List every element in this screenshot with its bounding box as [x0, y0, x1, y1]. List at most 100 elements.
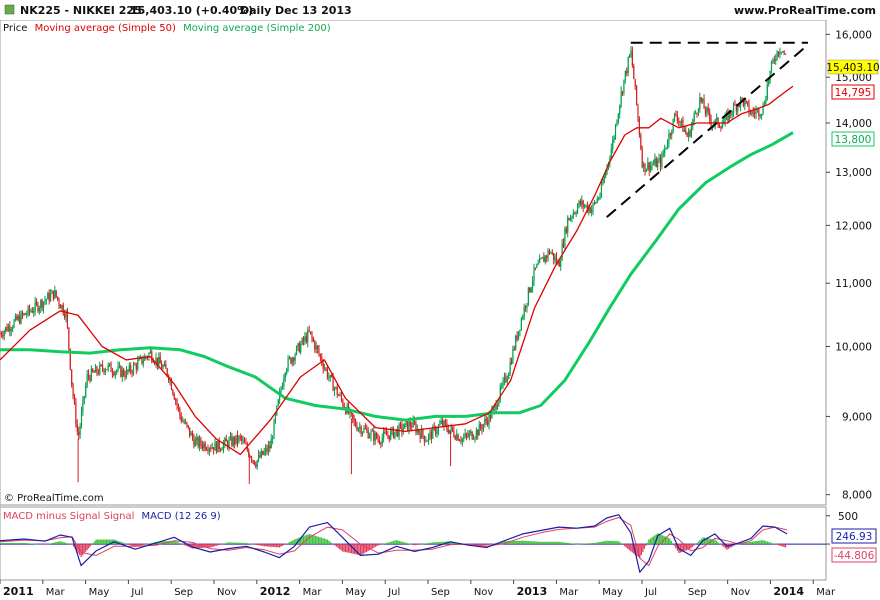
- macd-histogram-bar: [314, 535, 317, 545]
- macd-histogram-bar: [320, 537, 323, 545]
- macd-histogram-bar: [301, 536, 303, 545]
- macd-histogram-bar: [765, 541, 767, 545]
- candle: [758, 108, 760, 117]
- macd-histogram-bar: [50, 543, 52, 545]
- macd-histogram-bar: [660, 534, 662, 545]
- macd-histogram-bar: [744, 542, 746, 545]
- candle: [745, 100, 747, 102]
- x-tick-label: Sep: [688, 587, 707, 598]
- candle: [82, 399, 84, 412]
- macd-histogram-bar: [567, 542, 569, 545]
- macd-histogram-bar: [48, 543, 51, 545]
- candle: [305, 336, 307, 343]
- candle: [775, 59, 777, 61]
- candle: [547, 250, 549, 258]
- macd-histogram-bar: [91, 544, 93, 545]
- macd-histogram-bar: [51, 542, 54, 545]
- macd-histogram-bar: [142, 544, 144, 546]
- candle: [281, 386, 284, 389]
- candle: [107, 364, 109, 370]
- badge-ma200-text: 13,800: [835, 134, 872, 146]
- candle: [661, 154, 663, 167]
- macd-histogram-bar: [415, 544, 417, 545]
- candle: [613, 136, 615, 141]
- macd-histogram-bar: [23, 542, 25, 545]
- candle: [539, 258, 541, 264]
- candle: [69, 348, 71, 370]
- candle: [397, 429, 399, 437]
- candle: [631, 50, 633, 66]
- macd-histogram-bar: [193, 544, 195, 549]
- candle: [176, 400, 178, 406]
- candle: [388, 435, 390, 440]
- macd-histogram-bar: [275, 544, 278, 548]
- candle: [759, 115, 761, 117]
- macd-histogram-bar: [690, 544, 692, 549]
- macd-histogram-bar: [696, 542, 698, 545]
- candle: [675, 114, 677, 116]
- candle: [550, 252, 552, 254]
- macd-histogram-bar: [532, 541, 534, 545]
- price-tick-label: 8,000: [842, 490, 872, 502]
- candle: [512, 348, 514, 364]
- candle: [730, 111, 732, 115]
- candle: [255, 464, 257, 467]
- macd-histogram-bar: [699, 540, 701, 545]
- header-site[interactable]: www.ProRealTime.com: [734, 4, 876, 17]
- header-price-change: 15,403.10 (+0.40%): [130, 4, 253, 17]
- macd-histogram-bar: [112, 539, 114, 545]
- macd-histogram-bar: [583, 543, 585, 545]
- macd-histogram-bar: [62, 542, 64, 545]
- macd-histogram-bar: [308, 533, 311, 545]
- candle: [224, 438, 226, 444]
- macd-histogram-bar: [598, 542, 600, 545]
- macd-histogram-bar: [769, 542, 772, 545]
- macd-histogram-bar: [265, 544, 267, 547]
- macd-histogram-bar: [340, 544, 342, 551]
- candle: [737, 105, 739, 112]
- candle: [239, 436, 241, 438]
- macd-histogram-bar: [290, 541, 293, 545]
- candle: [439, 423, 441, 426]
- candle: [405, 421, 407, 424]
- macd-histogram-bar: [161, 541, 163, 545]
- candle: [377, 438, 379, 440]
- macd-histogram-bar: [772, 543, 775, 545]
- macd-histogram-bar: [546, 541, 548, 545]
- candle: [780, 51, 782, 53]
- candle: [509, 361, 511, 374]
- candle: [118, 366, 121, 368]
- candle: [531, 280, 534, 288]
- candle: [702, 99, 704, 102]
- macd-histogram-bar: [149, 543, 151, 545]
- macd-histogram-bar: [223, 543, 225, 545]
- candle: [633, 65, 635, 79]
- candle: [100, 364, 102, 366]
- macd-histogram-bar: [203, 544, 205, 548]
- candle: [610, 148, 612, 159]
- macd-histogram-bar: [92, 543, 94, 545]
- candle: [560, 260, 562, 267]
- macd-histogram-bar: [160, 541, 162, 545]
- candle: [116, 370, 118, 372]
- candle: [34, 301, 36, 312]
- macd-histogram-bar: [26, 543, 28, 545]
- macd-histogram-bar: [775, 544, 778, 545]
- macd-histogram-bar: [118, 541, 120, 545]
- macd-histogram-bar: [612, 540, 614, 545]
- macd-histogram-bar: [585, 543, 587, 545]
- macd-histogram-bar: [359, 544, 362, 556]
- macd-histogram-bar: [379, 544, 381, 545]
- macd-histogram-bar: [380, 544, 383, 545]
- candle: [485, 419, 487, 421]
- candle: [644, 163, 646, 172]
- badge-signal: -44.806: [831, 547, 877, 563]
- macd-histogram-bar: [652, 536, 654, 545]
- macd-histogram-bar: [196, 544, 198, 549]
- candle: [266, 448, 268, 452]
- candle: [571, 216, 573, 218]
- candle: [510, 361, 513, 364]
- candle: [367, 430, 369, 439]
- macd-histogram-bar: [242, 542, 244, 545]
- candle: [373, 430, 375, 441]
